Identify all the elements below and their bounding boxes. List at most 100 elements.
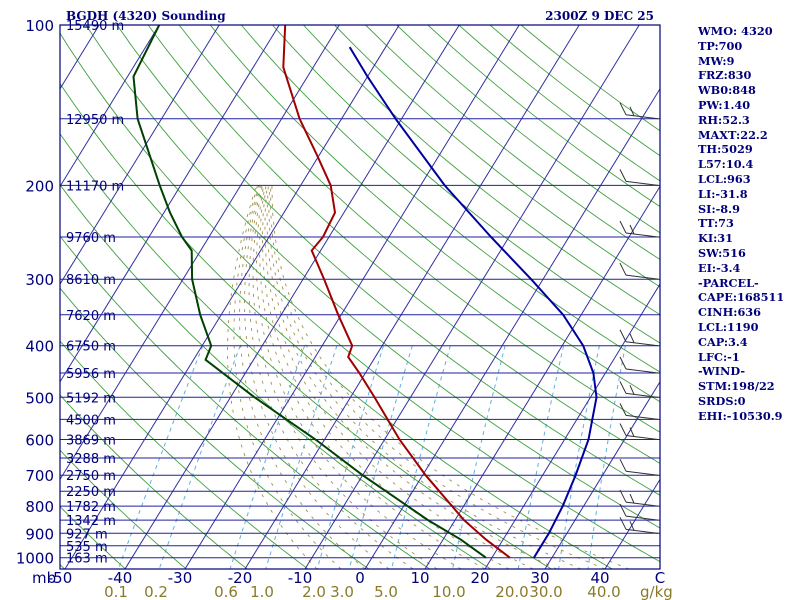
stat-line-15: SW:516 (698, 245, 746, 260)
height-label-550: 4500 m (66, 413, 116, 428)
mixing-unit-label: g/kg (640, 583, 673, 600)
stat-line-16: EI:-3.4 (698, 260, 741, 275)
stat-line-19: CINH:636 (698, 305, 762, 320)
sounding-profiles (132, 25, 598, 559)
stat-line-3: FRZ:830 (698, 68, 752, 83)
wind-barb-450 (619, 356, 659, 374)
stat-line-11: LI:-31.8 (698, 186, 748, 201)
mix-label-0: 0.1 (104, 583, 128, 600)
isotherm-line (364, 87, 660, 569)
wind-barb-850 (619, 503, 659, 521)
stat-line-5: PW:1.40 (698, 97, 751, 112)
dry-adiabat-2 (60, 449, 187, 569)
stat-line-10: LCL:963 (698, 171, 751, 186)
temp-tick-8: 30 (530, 569, 549, 587)
moist-adiabat-6 (256, 185, 462, 569)
dry-adiabat-0 (60, 563, 65, 569)
height-label-1000: 163 m (66, 552, 108, 567)
mix-label-7: 10.0 (432, 583, 465, 600)
stats-panel: WMO: 4320 TP:700 MW:9 FRZ:830 WB0:848 PW:1.40… (698, 24, 800, 424)
height-labels: 15490 m 12950 m 11170 m 9760 m 8610 m 7620 m 6… (66, 19, 124, 567)
wind-barb-250 (619, 220, 659, 238)
pressure-tick-400: 400 (25, 338, 54, 356)
plot-frame (59, 24, 661, 570)
background-grid (60, 25, 660, 569)
moist-adiabat-7 (259, 185, 486, 569)
height-label-350: 7620 m (66, 309, 116, 324)
dry-adiabat-13 (147, 25, 660, 464)
dry-adiabat-17 (272, 25, 660, 344)
stat-line-13: TT:73 (698, 216, 734, 231)
moist-adiabat-11 (268, 185, 582, 569)
temp-tick-9: 40 (590, 569, 609, 587)
pressure-tick-700: 700 (25, 467, 54, 485)
dry-adiabat-7 (60, 184, 491, 569)
stat-line-9: L57:10.4 (698, 157, 754, 172)
dry-adiabat-18 (303, 25, 660, 316)
wind-barb-600 (619, 423, 659, 441)
height-label-400: 6750 m (66, 340, 116, 355)
mix-label-10: 40.0 (587, 583, 620, 600)
mix-label-5: 3.0 (330, 583, 354, 600)
stat-line-24: STM:198/22 (698, 379, 775, 394)
moist-adiabat-2 (239, 185, 366, 569)
isotherm-line (60, 25, 220, 286)
temp-tick-1: -40 (108, 569, 133, 587)
wind-barb-500 (619, 381, 659, 398)
stat-line-0: WMO: 4320 (698, 24, 773, 38)
pressure-tick-900: 900 (25, 525, 54, 543)
moist-adiabat-3 (244, 185, 390, 569)
height-label-500: 5192 m (66, 391, 116, 406)
isotherm-line (304, 25, 640, 569)
isotherm-line (544, 380, 660, 569)
stat-line-6: RH:52.3 (698, 112, 750, 127)
temp-tick-7: 20 (470, 569, 489, 587)
stat-line-12: SI:-8.9 (698, 201, 740, 216)
stat-line-18: CAPE:168511 (698, 290, 785, 305)
mixing-ratio-line-7 (452, 345, 506, 569)
dry-adiabat-1 (60, 505, 126, 569)
stat-line-4: WB0:848 (698, 83, 756, 98)
dry-adiabat-19 (334, 25, 660, 288)
isobar-lines (60, 25, 660, 559)
isotherm-line (64, 25, 400, 569)
chart-time: 2300Z 9 DEC 25 (545, 9, 654, 23)
temp-tick-5: 0 (355, 569, 365, 587)
dry-adiabat-12 (116, 25, 660, 496)
mixing-ratio-line-6 (391, 345, 451, 569)
height-label-950: 535 m (66, 540, 108, 555)
parcel-line (348, 46, 598, 559)
dry-adiabat-16 (240, 25, 660, 373)
mixing-ratio-line-10 (587, 345, 626, 569)
dry-adiabat-11 (85, 25, 660, 529)
stat-line-17: -PARCEL- (698, 275, 759, 290)
moist-adiabat-12 (270, 185, 606, 569)
height-label-100: 15490 m (66, 19, 124, 34)
pressure-tick-800: 800 (25, 498, 54, 516)
moist-adiabat-10 (266, 185, 558, 569)
temp-tick-10: C (655, 569, 665, 587)
dry-adiabat-20 (365, 25, 660, 261)
dewpoint-line (132, 25, 487, 559)
temp-tick-0: -50 (48, 569, 73, 587)
dry-adiabat-15 (209, 25, 660, 403)
wind-barb-400 (619, 329, 659, 347)
stat-line-22: LFC:-1 (698, 349, 740, 364)
isotherm-line (244, 25, 580, 569)
dry-adiabat-6 (60, 235, 430, 569)
isotherm-line (124, 25, 460, 569)
moist-adiabat-4 (248, 185, 414, 569)
wind-barb-550 (619, 403, 659, 420)
stat-line-14: KI:31 (698, 231, 733, 246)
height-label-650: 3288 m (66, 452, 116, 467)
pressure-tick-200: 200 (25, 177, 54, 195)
isotherm-line (60, 25, 160, 188)
isotherm-line (60, 25, 340, 481)
temp-tick-6: 10 (410, 569, 429, 587)
mixing-ratio-line-1 (158, 345, 241, 569)
height-label-700: 2750 m (66, 469, 116, 484)
stat-line-20: LCL:1190 (698, 319, 759, 334)
mixing-ratio-line-0 (117, 345, 204, 569)
dry-adiabat-5 (60, 287, 370, 569)
